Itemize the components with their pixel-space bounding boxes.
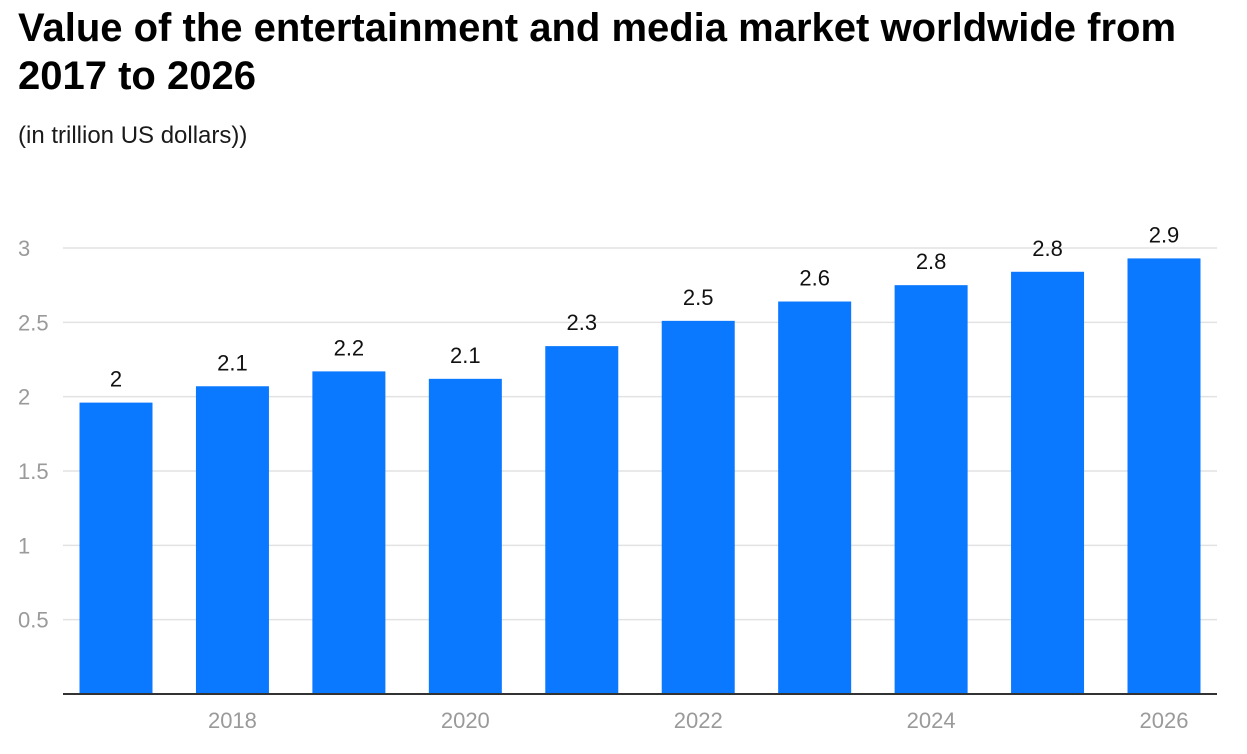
bars [79,258,1201,694]
y-tick-label: 2.5 [18,310,49,335]
bar-2024 [894,285,968,694]
bar-2026 [1127,258,1201,694]
data-label: 2.9 [1149,222,1180,247]
chart-title: Value of the entertainment and media mar… [18,6,1177,98]
bar-2017 [79,402,153,694]
x-tick-label: 2022 [674,708,723,733]
x-tick-label: 2024 [907,708,956,733]
y-tick-label: 1 [18,533,30,558]
data-labels: 2 2.1 2.2 2.1 2.3 2.5 2.6 2.8 2.8 2.9 [110,222,1179,391]
x-tick-label: 2018 [208,708,257,733]
bar-2019 [312,371,386,694]
bar-2020 [428,378,502,694]
y-tick-label: 1.5 [18,459,49,484]
data-label: 2.1 [450,343,481,368]
bar-2021 [545,346,619,694]
data-label: 2.8 [1032,236,1063,261]
x-tick-label: 2026 [1140,708,1189,733]
bar-2018 [195,386,269,694]
data-label: 2 [110,367,122,392]
y-tick-label: 3 [18,236,30,261]
y-tick-label: 2 [18,385,30,410]
x-axis-ticks: 2018 2020 2022 2024 2026 [208,708,1189,733]
bar-2023 [778,301,852,694]
bar-2022 [661,320,735,694]
chart-subtitle: (in trillion US dollars)) [18,122,248,149]
data-label: 2.6 [799,266,830,291]
data-label: 2.2 [334,335,365,360]
bar-2025 [1011,271,1085,694]
data-label: 2.8 [916,249,947,274]
data-label: 2.1 [217,350,248,375]
y-axis-ticks: 0.5 1 1.5 2 2.5 3 [18,236,49,633]
y-tick-label: 0.5 [18,608,49,633]
data-label: 2.3 [566,310,597,335]
x-tick-label: 2020 [441,708,490,733]
data-label: 2.5 [683,285,714,310]
